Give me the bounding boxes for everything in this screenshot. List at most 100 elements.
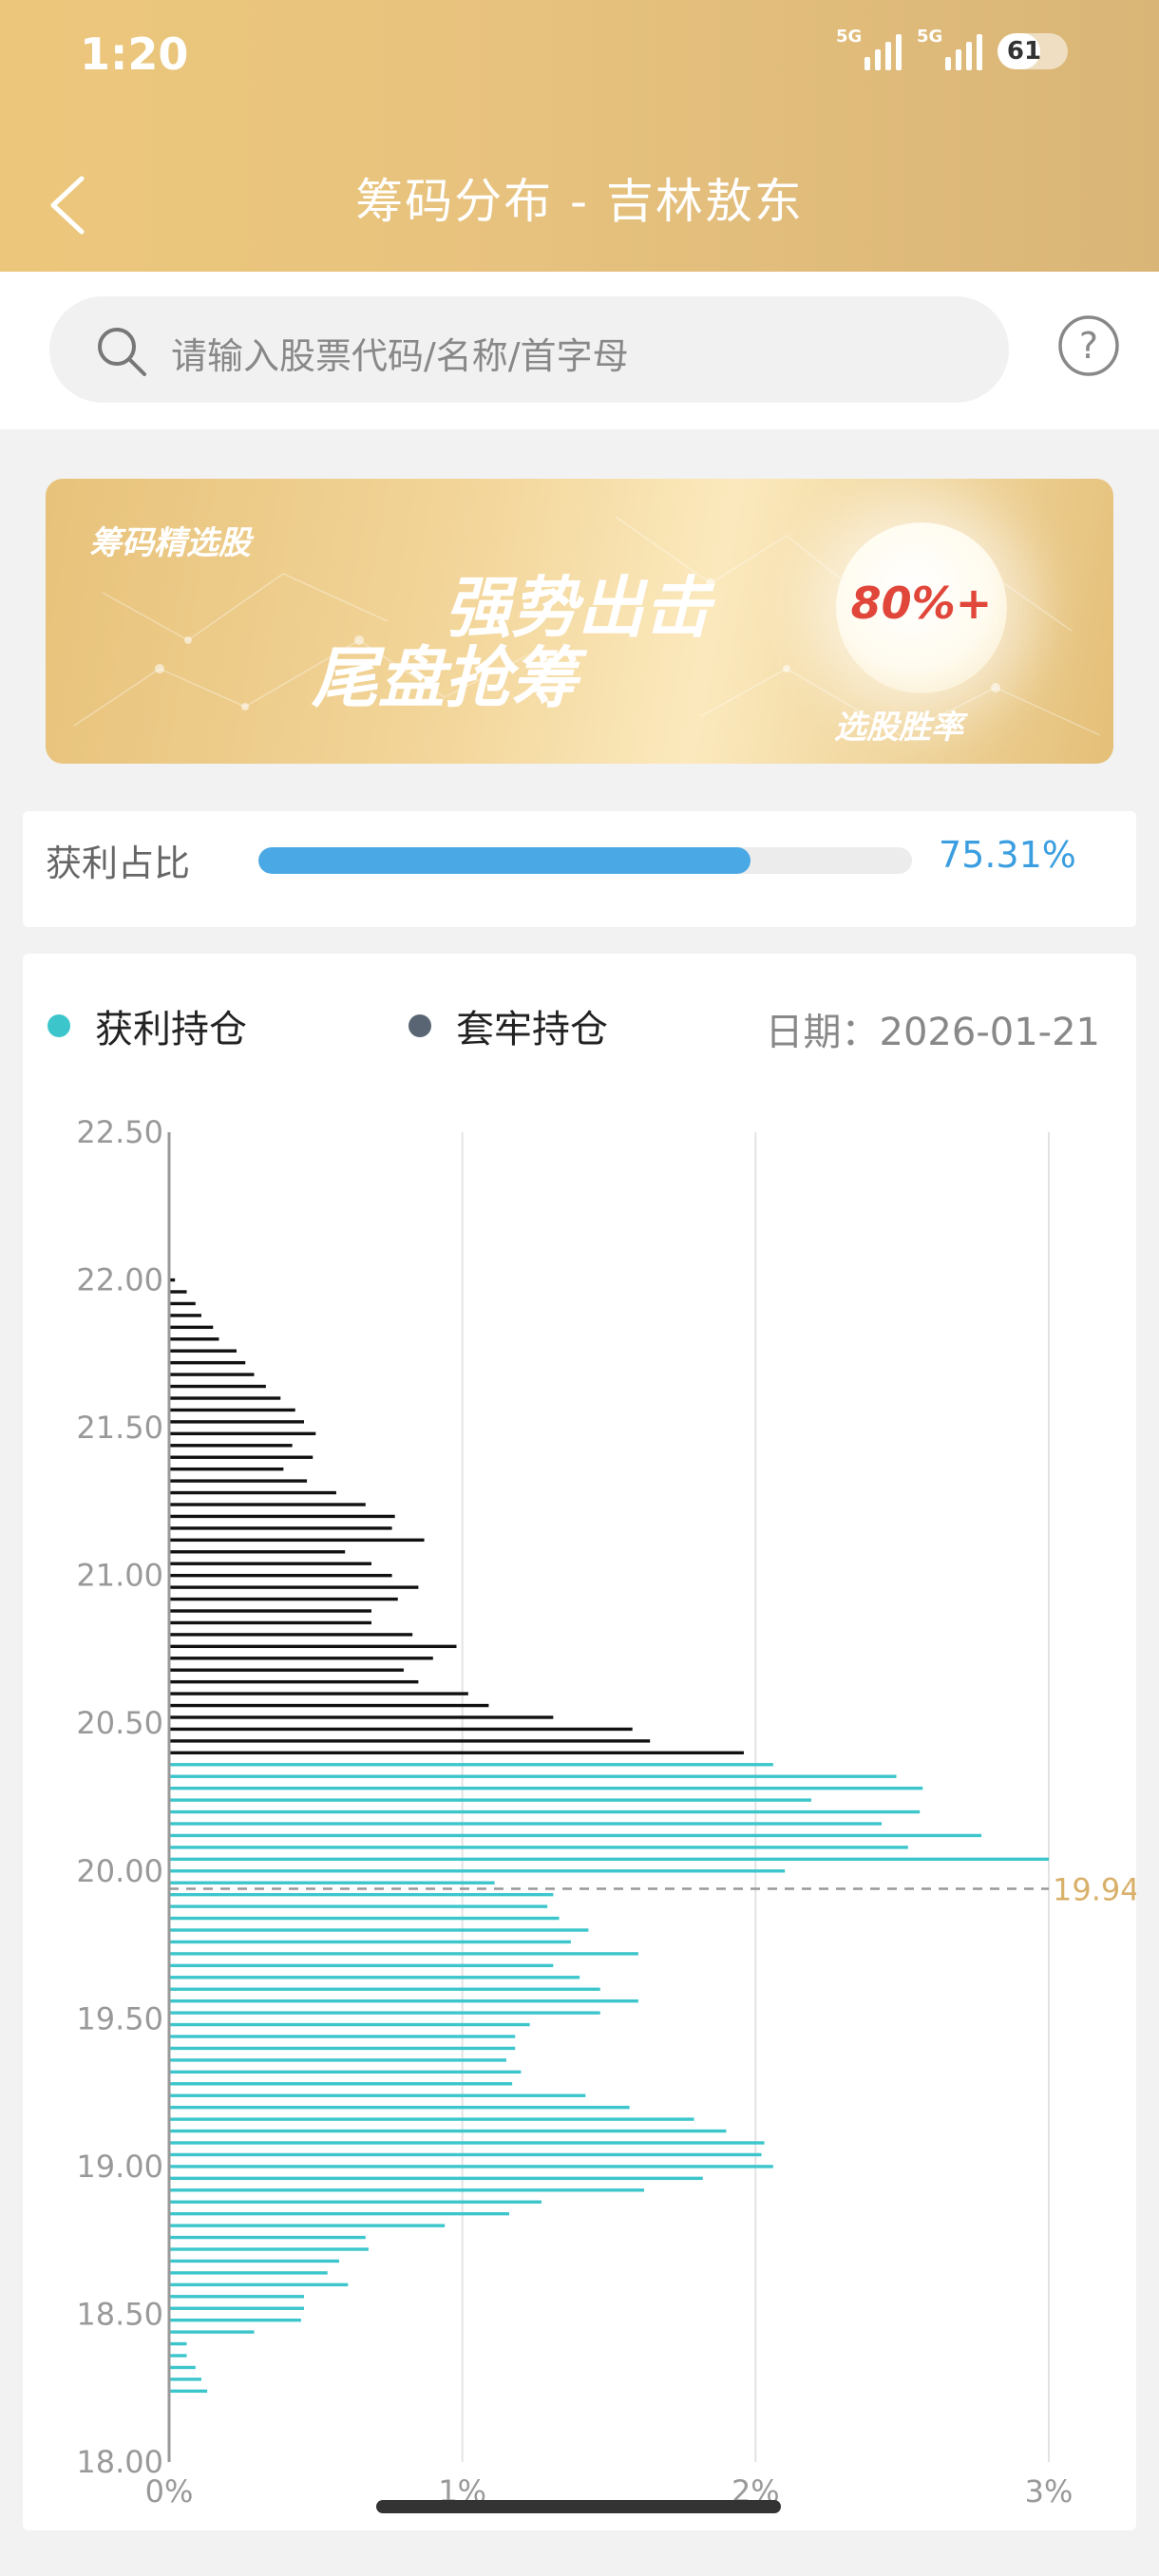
chip-bar <box>169 1408 295 1412</box>
home-indicator[interactable] <box>376 2500 781 2513</box>
legend-profit: 获利持仓 <box>48 997 247 1054</box>
chip-bar <box>169 1715 554 1719</box>
banner-headline-2: 尾盘抢筹 <box>312 639 578 717</box>
legend-profit-dot <box>48 1014 70 1037</box>
chip-bar <box>169 2117 694 2121</box>
chip-bar <box>169 1514 395 1519</box>
chip-bar <box>169 2093 586 2097</box>
chip-bar <box>169 2224 446 2227</box>
chip-bar <box>169 1786 923 1790</box>
chip-bar <box>169 1573 392 1578</box>
search-area: 请输入股票代码/名称/首字母 ? <box>0 272 1159 429</box>
chip-bar <box>169 1987 600 1991</box>
chip-bar <box>169 1679 419 1684</box>
x-tick-label: 0% <box>145 2473 194 2510</box>
chip-bar <box>169 1809 921 1814</box>
chip-bar <box>169 1301 196 1306</box>
chip-bar <box>169 2176 703 2181</box>
profit-ratio-fill <box>258 847 751 874</box>
chip-bar <box>169 2259 340 2263</box>
chip-bar <box>169 1620 371 1625</box>
chip-bar <box>169 1798 811 1802</box>
chip-bar <box>169 2341 187 2346</box>
chip-bar <box>169 1857 1049 1862</box>
chip-bar <box>169 1360 246 1365</box>
y-tick-label: 20.50 <box>76 1705 163 1741</box>
chip-bar <box>169 2235 366 2240</box>
battery-level: 61 <box>1006 37 1042 66</box>
chip-bar <box>169 1881 495 1885</box>
chip-bar <box>169 1976 580 1979</box>
profit-ratio-label: 获利占比 <box>46 843 191 884</box>
legend-profit-label: 获利持仓 <box>95 1008 247 1051</box>
chip-bar <box>169 1657 433 1660</box>
chip-bar <box>169 2200 542 2204</box>
back-icon[interactable] <box>42 171 99 237</box>
y-tick-label: 19.50 <box>76 2000 163 2036</box>
y-tick-label: 18.00 <box>76 2444 163 2480</box>
chip-bar <box>169 1846 908 1849</box>
legend-trapped: 套牢持仓 <box>408 997 608 1054</box>
chip-bar <box>169 1822 883 1826</box>
chip-bar <box>169 2082 513 2086</box>
chip-bar <box>169 2035 516 2038</box>
legend-trapped-dot <box>408 1014 431 1037</box>
help-icon[interactable]: ? <box>1056 313 1121 378</box>
chip-bar <box>169 1431 316 1436</box>
chip-bar <box>169 1290 187 1294</box>
chip-bar <box>169 2306 304 2310</box>
chip-bar <box>169 1916 560 1921</box>
chip-bar <box>169 1325 214 1330</box>
chip-bar <box>169 1774 897 1778</box>
chip-bar <box>169 1869 786 1873</box>
chip-bar <box>169 1479 308 1483</box>
chip-bar <box>169 1727 633 1732</box>
chip-bar <box>169 1668 404 1672</box>
current-price-label: 19.94 <box>1053 1871 1136 1907</box>
chip-bar <box>169 1455 314 1459</box>
chip-bar <box>169 1833 982 1838</box>
chip-bar <box>169 1526 392 1530</box>
chip-bar <box>169 1373 255 1376</box>
chip-bar <box>169 1467 284 1471</box>
banner-headline-1: 强势出击 <box>445 569 711 647</box>
promo-banner[interactable]: 筹码精选股 强势出击 尾盘抢筹 80%+ 选股胜率 <box>46 479 1113 764</box>
chip-bar <box>169 1928 589 1932</box>
chip-bar <box>169 2188 645 2192</box>
y-tick-label: 21.00 <box>76 1558 163 1594</box>
chip-bar <box>169 1550 346 1554</box>
y-tick-label: 22.00 <box>76 1262 163 1298</box>
chip-bar <box>169 2152 762 2157</box>
chip-bar <box>169 1585 419 1589</box>
chip-bar <box>169 2247 369 2251</box>
chip-bar <box>169 1633 413 1637</box>
chip-bar <box>169 2318 301 2322</box>
chip-bar <box>169 1751 744 1755</box>
signal-label: 5G <box>917 27 943 47</box>
chip-bar <box>169 2365 196 2370</box>
banner-rate: 80%+ <box>850 578 993 629</box>
chip-bar <box>169 2389 208 2394</box>
chip-bar <box>169 1314 201 1317</box>
chart-date: 日期：2026-01-21 <box>765 1011 1100 1054</box>
chip-bar <box>169 2058 506 2062</box>
chip-bar <box>169 1739 651 1743</box>
chip-bar <box>169 2141 765 2145</box>
banner-rate-label: 选股胜率 <box>834 709 963 747</box>
search-input[interactable]: 请输入股票代码/名称/首字母 <box>49 296 1009 403</box>
profit-ratio-card: 获利占比 75.31% <box>23 811 1136 927</box>
chip-bar <box>169 2022 530 2027</box>
chip-bar <box>169 1952 638 1956</box>
chip-bar <box>169 1892 554 1897</box>
chip-bar <box>169 1644 457 1649</box>
chip-bar <box>169 2129 727 2133</box>
chip-bar <box>169 1503 366 1506</box>
chip-bar <box>169 1763 773 1767</box>
chip-bar <box>169 1940 571 1944</box>
chip-bar <box>169 1384 266 1389</box>
battery-icon: 61 <box>998 33 1068 69</box>
chip-bar <box>169 1692 468 1695</box>
status-time: 1:20 <box>80 28 189 80</box>
chip-bar <box>169 2377 201 2381</box>
chip-bar <box>169 2105 630 2110</box>
